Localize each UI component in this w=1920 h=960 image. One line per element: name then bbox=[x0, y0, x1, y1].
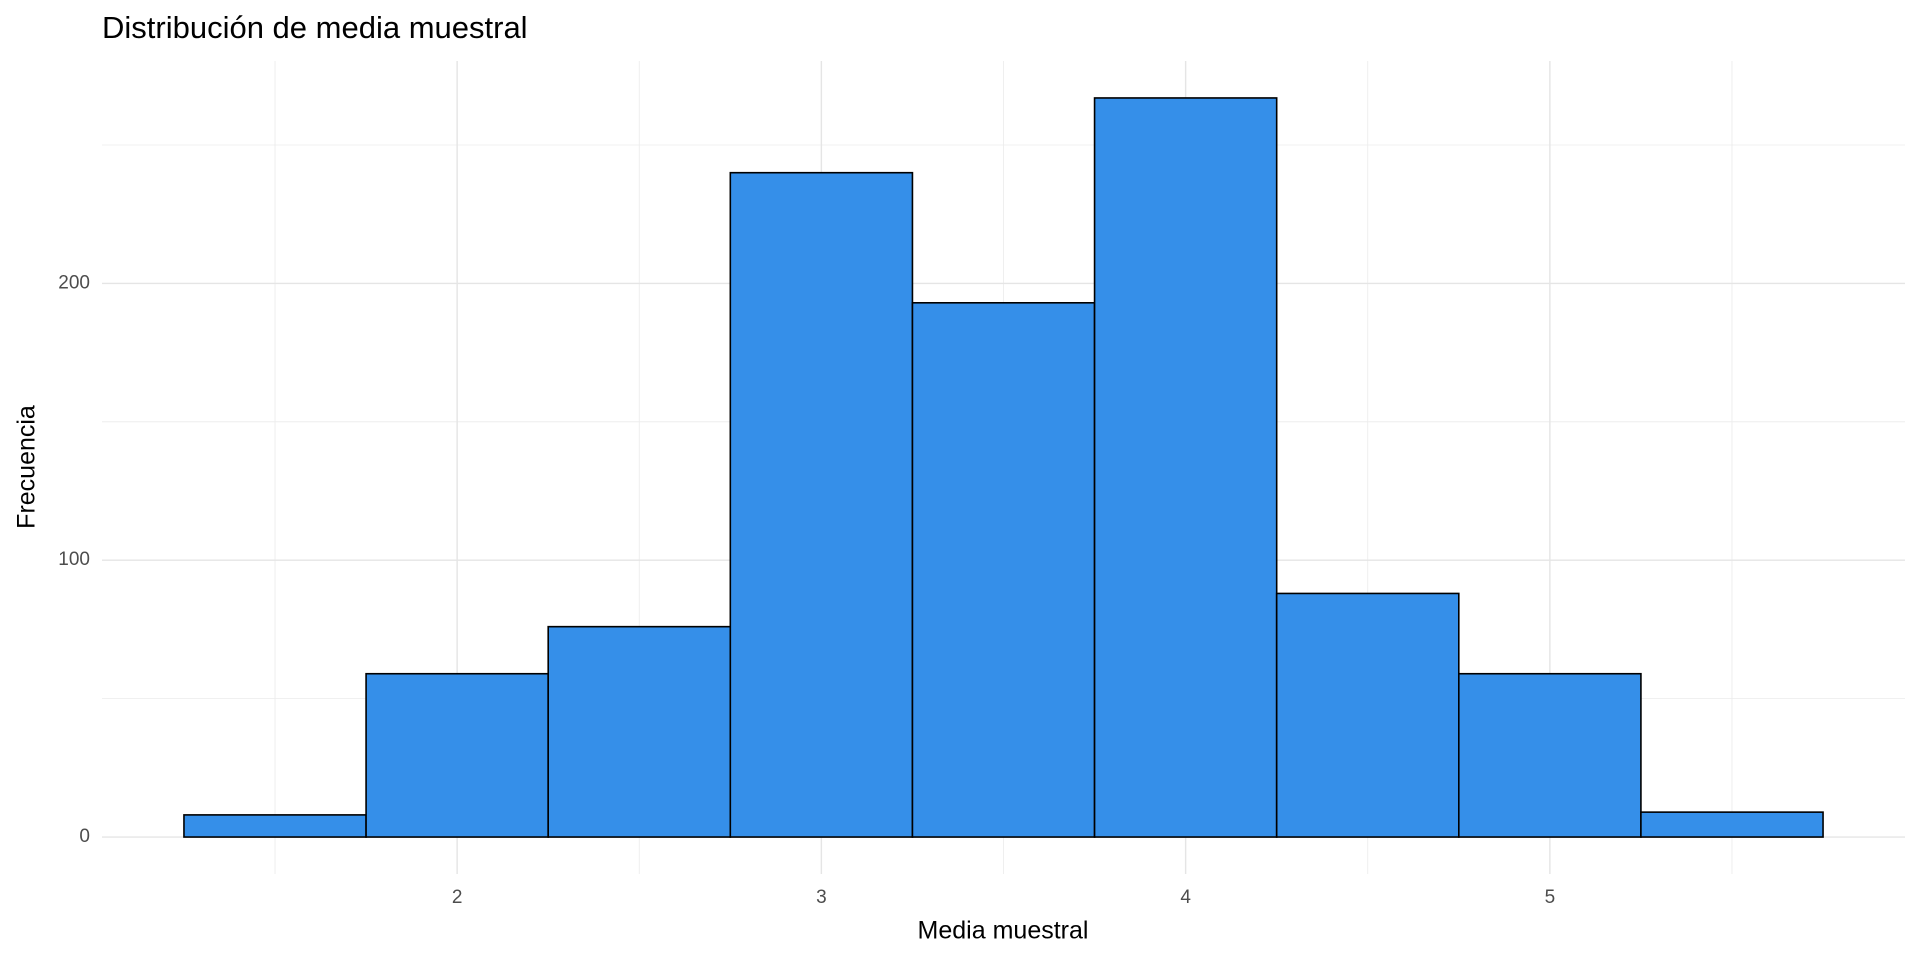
y-tick-label: 0 bbox=[79, 826, 90, 847]
bars bbox=[183, 97, 1824, 838]
bar bbox=[183, 814, 367, 838]
x-tick-label: 3 bbox=[816, 887, 827, 908]
x-tick-label: 5 bbox=[1545, 887, 1556, 908]
bar bbox=[547, 625, 732, 838]
x-axis-title: Media muestral bbox=[918, 917, 1089, 945]
bar bbox=[1275, 592, 1460, 838]
x-tick-label: 2 bbox=[452, 887, 463, 908]
y-tick-label: 100 bbox=[58, 549, 90, 570]
chart-title: Distribución de media muestral bbox=[102, 10, 528, 45]
x-tick-label: 4 bbox=[1180, 887, 1191, 908]
bar bbox=[1093, 97, 1278, 838]
bar bbox=[1640, 811, 1824, 838]
bar bbox=[729, 171, 914, 838]
y-tick-label: 200 bbox=[58, 272, 90, 293]
bar bbox=[1458, 672, 1642, 838]
bar bbox=[911, 301, 1096, 838]
y-axis-title: Frecuencia bbox=[13, 405, 41, 529]
bar bbox=[365, 672, 549, 838]
